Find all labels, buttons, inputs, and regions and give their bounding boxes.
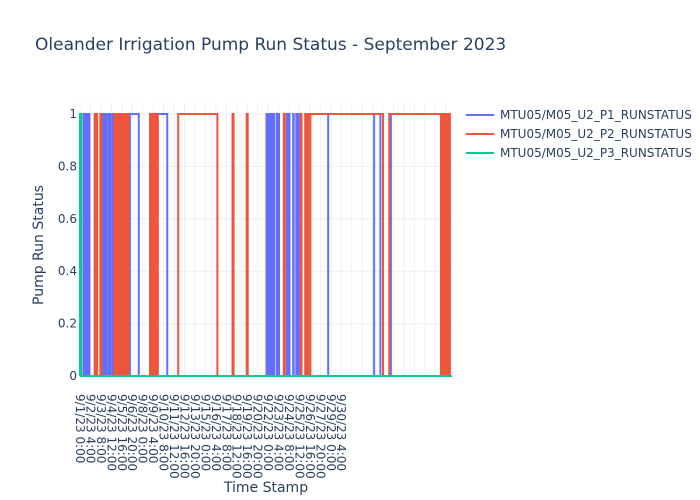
- x-tick-label: 9/30/23 4:00: [334, 394, 348, 471]
- x-tick-label: 9/27/23 20:00: [313, 394, 327, 479]
- series-layer: [79, 113, 452, 377]
- legend-label: MTU05/M05_U2_P1_RUNSTATUS: [500, 108, 692, 122]
- chart-title: Oleander Irrigation Pump Run Status - Se…: [35, 35, 506, 55]
- x-tick-label: 9/4/23 12:00: [104, 394, 118, 471]
- series-line-p2: [80, 113, 452, 377]
- x-tick-label: 9/15/23 0:00: [198, 394, 212, 471]
- x-tick-label: 9/26/23 16:00: [303, 394, 317, 479]
- y-tick-label: 0.6: [58, 212, 77, 226]
- x-tick-label: 9/25/23 12:00: [292, 394, 306, 479]
- x-tick-label: 9/2/23 4:00: [83, 394, 97, 463]
- x-tick-label: 9/16/23 4:00: [209, 394, 223, 471]
- legend-item-p3[interactable]: MTU05/M05_U2_P3_RUNSTATUS: [466, 146, 692, 160]
- x-tick-label: 9/5/23 16:00: [115, 394, 129, 471]
- x-tick-label: 9/20/23 20:00: [251, 394, 265, 479]
- y-axis-title: Pump Run Status: [31, 185, 47, 305]
- y-tick-label: 0.8: [58, 159, 77, 173]
- x-tick-label: 9/11/23 12:00: [167, 394, 181, 479]
- legend-label: MTU05/M05_U2_P2_RUNSTATUS: [500, 127, 692, 141]
- x-tick-label: 9/13/23 20:00: [188, 394, 202, 479]
- x-tick-label: 9/8/23 0:00: [136, 394, 150, 463]
- x-tick-label: 9/24/23 8:00: [282, 394, 296, 471]
- y-tick-label: 1: [69, 107, 77, 121]
- x-tick-label: 9/23/23 4:00: [272, 394, 286, 471]
- x-tick-label: 9/12/23 16:00: [177, 394, 191, 479]
- y-tick-label: 0.2: [58, 317, 77, 331]
- x-tick-label: 9/3/23 8:00: [94, 394, 108, 463]
- legend-item-p1[interactable]: MTU05/M05_U2_P1_RUNSTATUS: [466, 108, 692, 122]
- y-tick-labels: 0 0.2 0.4 0.6 0.8 1: [58, 107, 77, 383]
- series-line-p3: [79, 113, 452, 377]
- x-tick-label: 9/22/23 0:00: [261, 394, 275, 471]
- legend-label: MTU05/M05_U2_P3_RUNSTATUS: [500, 146, 692, 160]
- x-tick-label: 9/19/23 16:00: [240, 394, 254, 479]
- x-tick-label: 9/29/23 0:00: [324, 394, 338, 471]
- x-tick-label: 9/10/23 8:00: [157, 394, 171, 471]
- x-tick-label: 9/9/23 4:00: [146, 394, 160, 463]
- y-tick-label: 0.4: [58, 264, 77, 278]
- x-axis-title: Time Stamp: [223, 480, 308, 496]
- x-tick-labels: 9/1/23 0:009/2/23 4:009/3/23 8:009/4/23 …: [73, 394, 348, 479]
- x-tick-label: 9/1/23 0:00: [73, 394, 87, 463]
- x-tick-label: 9/17/23 8:00: [219, 394, 233, 471]
- legend-item-p2[interactable]: MTU05/M05_U2_P2_RUNSTATUS: [466, 127, 692, 141]
- x-tick-label: 9/18/23 12:00: [230, 394, 244, 479]
- y-tick-label: 0: [69, 369, 77, 383]
- x-tick-label: 9/6/23 20:00: [125, 394, 139, 471]
- legend[interactable]: MTU05/M05_U2_P1_RUNSTATUS MTU05/M05_U2_P2…: [466, 108, 692, 160]
